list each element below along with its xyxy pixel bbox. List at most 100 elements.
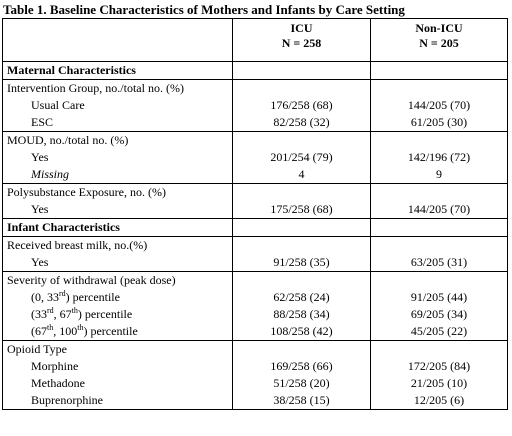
- data-row: Buprenorphine 38/258 (15) 12/205 (6): [2, 392, 508, 410]
- value-cell: 38/258 (15): [232, 392, 371, 410]
- group-row: Opioid Type: [2, 340, 508, 358]
- row-label: Morphine: [2, 358, 233, 375]
- group-row: Severity of withdrawal (peak dose): [2, 271, 508, 289]
- value-cell: 201/254 (79): [232, 149, 371, 166]
- empty-cell: [370, 236, 508, 254]
- value-cell: 88/258 (34): [232, 306, 371, 323]
- value-cell: 91/205 (44): [370, 289, 508, 306]
- empty-cell: [232, 183, 371, 201]
- value-cell: 82/258 (32): [232, 114, 371, 132]
- label-text: Usual Care: [31, 98, 85, 112]
- empty-cell: [232, 340, 371, 358]
- data-row: Yes 201/254 (79) 142/196 (72): [2, 149, 508, 166]
- data-row: Morphine 169/258 (66) 172/205 (84): [2, 358, 508, 375]
- empty-cell: [232, 61, 371, 80]
- label-text: Missing: [31, 167, 70, 181]
- row-label: (33rd, 67th) percentile: [2, 306, 233, 323]
- row-label: Yes: [2, 201, 233, 219]
- value-cell: 176/258 (68): [232, 97, 371, 114]
- row-label: (0, 33rd) percentile: [2, 289, 233, 306]
- empty-cell: [370, 218, 508, 237]
- table-title: Table 1. Baseline Characteristics of Mot…: [3, 2, 405, 17]
- value-cell: 45/205 (22): [370, 323, 508, 341]
- row-label: Buprenorphine: [2, 392, 233, 410]
- empty-cell: [232, 79, 371, 97]
- row-label: Opioid Type: [2, 340, 233, 358]
- value-cell: 69/205 (34): [370, 306, 508, 323]
- value-cell: 91/258 (35): [232, 254, 371, 272]
- column-n: N = 258: [281, 36, 322, 50]
- data-row: (33rd, 67th) percentile 88/258 (34) 69/205…: [2, 306, 508, 323]
- section-row: Maternal Characteristics: [2, 61, 508, 80]
- value-cell: 21/205 (10): [370, 375, 508, 392]
- empty-cell: [370, 61, 508, 80]
- label-text: Received breast milk, no.(%): [7, 238, 148, 252]
- label-text: , 100: [53, 324, 78, 338]
- section-title: Maternal Characteristics: [2, 61, 233, 80]
- row-label: Polysubstance Exposure, no. (%): [2, 183, 233, 201]
- empty-cell: [370, 131, 508, 149]
- column-n: N = 205: [419, 36, 459, 50]
- header-cell: [2, 18, 233, 62]
- group-row: MOUD, no./total no. (%): [2, 131, 508, 149]
- row-label: Missing: [2, 166, 233, 184]
- superscript: rd: [59, 289, 66, 298]
- superscript: th: [47, 323, 54, 332]
- group-row: Polysubstance Exposure, no. (%): [2, 183, 508, 201]
- value-cell: 12/205 (6): [370, 392, 508, 410]
- row-label: Yes: [2, 254, 233, 272]
- label-text: Intervention Group, no./total no. (%): [7, 81, 184, 95]
- value-cell: 4: [232, 166, 371, 184]
- label-text: ) percentile: [77, 307, 133, 321]
- label-text: Yes: [31, 202, 49, 216]
- value-cell: 62/258 (24): [232, 289, 371, 306]
- row-label: (67th, 100th) percentile: [2, 323, 233, 341]
- value-cell: 51/258 (20): [232, 375, 371, 392]
- value-cell: 175/258 (68): [232, 201, 371, 219]
- label-text: Yes: [31, 150, 49, 164]
- label-text: Morphine: [31, 359, 79, 373]
- label-text: Yes: [31, 255, 49, 269]
- label-text: (33: [31, 307, 47, 321]
- value-cell: 172/205 (84): [370, 358, 508, 375]
- label-text: ) percentile: [65, 290, 120, 304]
- group-row: Intervention Group, no./total no. (%): [2, 79, 508, 97]
- row-label: ESC: [2, 114, 233, 132]
- data-row: ESC 82/258 (32) 61/205 (30): [2, 114, 508, 132]
- superscript: th: [71, 306, 78, 315]
- empty-cell: [370, 340, 508, 358]
- value-cell: 144/205 (70): [370, 201, 508, 219]
- row-label: MOUD, no./total no. (%): [2, 131, 233, 149]
- label-text: Methadone: [31, 376, 85, 390]
- value-cell: 9: [370, 166, 508, 184]
- data-row: (0, 33rd) percentile 62/258 (24) 91/205 (4…: [2, 289, 508, 306]
- section-row: Infant Characteristics: [2, 218, 508, 237]
- label-text: Opioid Type: [7, 342, 67, 356]
- empty-cell: [232, 131, 371, 149]
- row-label: Severity of withdrawal (peak dose): [2, 271, 233, 289]
- label-text: ESC: [31, 115, 54, 129]
- header-cell: Non-ICU N = 205: [370, 18, 508, 62]
- column-name: ICU: [290, 21, 313, 35]
- label-text: (0, 33: [31, 290, 59, 304]
- row-label: Methadone: [2, 375, 233, 392]
- label-text: Severity of withdrawal (peak dose): [7, 273, 176, 287]
- data-row: Yes 91/258 (35) 63/205 (31): [2, 254, 508, 272]
- data-row: Yes 175/258 (68) 144/205 (70): [2, 201, 508, 219]
- row-label: Usual Care: [2, 97, 233, 114]
- row-label: Yes: [2, 149, 233, 166]
- header-cell: ICU N = 258: [232, 18, 371, 62]
- row-label: Intervention Group, no./total no. (%): [2, 79, 233, 97]
- data-row: Usual Care 176/258 (68) 144/205 (70): [2, 97, 508, 114]
- value-cell: 144/205 (70): [370, 97, 508, 114]
- group-row: Received breast milk, no.(%): [2, 236, 508, 254]
- data-row: (67th, 100th) percentile 108/258 (42) 45/2…: [2, 323, 508, 341]
- empty-cell: [232, 271, 371, 289]
- label-text: Buprenorphine: [31, 393, 103, 407]
- empty-cell: [232, 236, 371, 254]
- data-row: Methadone 51/258 (20) 21/205 (10): [2, 375, 508, 392]
- superscript: th: [77, 323, 84, 332]
- value-cell: 61/205 (30): [370, 114, 508, 132]
- superscript: rd: [47, 306, 54, 315]
